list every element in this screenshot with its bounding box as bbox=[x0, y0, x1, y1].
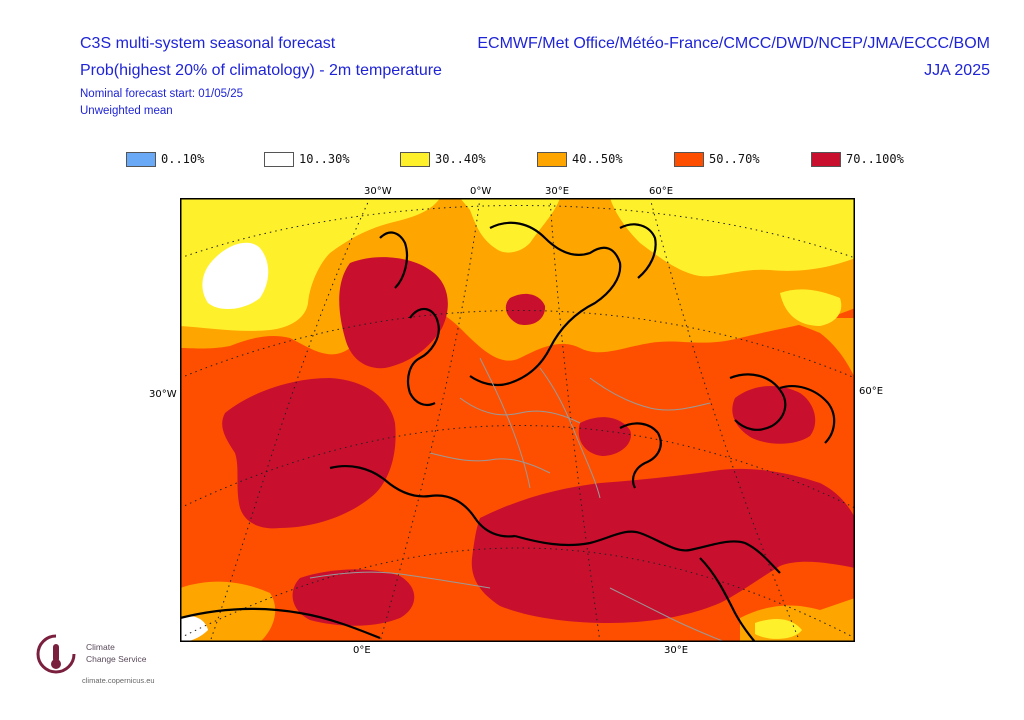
prob-region-30-40 bbox=[780, 289, 842, 326]
coastline bbox=[469, 221, 622, 387]
map-frame bbox=[180, 198, 855, 642]
coastline bbox=[779, 385, 836, 444]
contributing-centres-label: ECMWF/Met Office/Météo-France/CMCC/DWD/N… bbox=[477, 35, 990, 52]
coastline bbox=[619, 422, 662, 489]
legend-item: 0..10% bbox=[126, 150, 204, 168]
prob-region-30-40 bbox=[460, 198, 560, 253]
coastline bbox=[379, 231, 409, 289]
legend-label: 50..70% bbox=[709, 152, 760, 166]
border-line bbox=[459, 397, 581, 424]
map-title: C3S multi-system seasonal forecast bbox=[80, 35, 336, 52]
border-line bbox=[539, 367, 601, 499]
lon-label-top: 60°E bbox=[649, 186, 674, 197]
prob-region-70-100 bbox=[578, 417, 631, 456]
prob-region-70-100 bbox=[505, 293, 546, 326]
lon-label-top: 30°E bbox=[545, 186, 570, 197]
prob-region-40-50 bbox=[700, 313, 855, 378]
legend-swatch bbox=[126, 151, 156, 167]
map-canvas bbox=[180, 198, 855, 642]
lon-label-left: 30°W bbox=[149, 389, 177, 400]
mean-type-label: Unweighted mean bbox=[80, 105, 173, 117]
prob-region-70-100 bbox=[222, 378, 396, 529]
lon-label-bottom: 30°E bbox=[664, 645, 689, 656]
border-line bbox=[429, 452, 551, 474]
legend-item: 50..70% bbox=[674, 150, 760, 168]
climate-service-logo-icon bbox=[36, 634, 76, 674]
legend-swatch bbox=[537, 151, 567, 167]
prob-region-70-100 bbox=[292, 569, 415, 626]
coastlines bbox=[180, 221, 836, 642]
map-subtitle: Prob(highest 20% of climatology) - 2m te… bbox=[80, 62, 442, 79]
prob-region-10-30 bbox=[202, 242, 269, 310]
legend-label: 30..40% bbox=[435, 152, 486, 166]
logo-text-line2: Change Service bbox=[86, 654, 147, 664]
legend-label: 70..100% bbox=[846, 152, 904, 166]
legend-swatch bbox=[811, 151, 841, 167]
graticule-line bbox=[209, 198, 371, 642]
prob-region-30-40 bbox=[755, 618, 802, 639]
logo-url: climate.copernicus.eu bbox=[82, 676, 155, 685]
logo-text-line1: Climate bbox=[86, 642, 115, 652]
border-line bbox=[309, 571, 491, 589]
country-borders bbox=[309, 357, 726, 642]
legend-label: 0..10% bbox=[161, 152, 205, 166]
forecast-start-label: Nominal forecast start: 01/05/25 bbox=[80, 88, 243, 100]
legend-label: 10..30% bbox=[299, 152, 350, 166]
legend-swatch bbox=[400, 151, 430, 167]
lon-label-right: 60°E bbox=[859, 386, 884, 397]
lon-label-bottom: 0°E bbox=[353, 645, 371, 656]
coastline bbox=[619, 223, 657, 279]
graticule-line bbox=[180, 310, 855, 379]
prob-region-10-30 bbox=[180, 616, 208, 642]
season-label: JJA 2025 bbox=[924, 62, 990, 79]
prob-region-70-100 bbox=[471, 468, 855, 623]
copernicus-logo: Climate Change Service climate.copernicu… bbox=[34, 632, 194, 688]
legend-label: 40..50% bbox=[572, 152, 623, 166]
coastline bbox=[699, 557, 756, 642]
color-legend: 0..10% 10..30% 30..40% 40..50% 50..70% 7… bbox=[126, 150, 926, 168]
coastline bbox=[180, 607, 381, 640]
prob-region-30-40 bbox=[610, 198, 855, 277]
legend-item: 70..100% bbox=[811, 150, 904, 168]
graticule-line bbox=[180, 425, 855, 509]
legend-item: 40..50% bbox=[537, 150, 623, 168]
border-line bbox=[609, 587, 726, 642]
coastline bbox=[329, 464, 516, 538]
coastline bbox=[514, 530, 781, 574]
graticule-line bbox=[549, 198, 601, 642]
lon-label-top: 0°W bbox=[470, 186, 492, 197]
coastline bbox=[406, 307, 440, 407]
coastline bbox=[729, 373, 787, 431]
graticule-line bbox=[180, 205, 855, 259]
legend-swatch bbox=[674, 151, 704, 167]
border-line bbox=[589, 377, 711, 411]
lon-label-top: 30°W bbox=[364, 186, 392, 197]
prob-region-70-100 bbox=[339, 257, 448, 369]
border-line bbox=[479, 357, 531, 489]
legend-item: 30..40% bbox=[400, 150, 486, 168]
probability-map bbox=[180, 198, 855, 642]
legend-item: 10..30% bbox=[264, 150, 350, 168]
legend-swatch bbox=[264, 151, 294, 167]
graticule bbox=[180, 198, 855, 642]
